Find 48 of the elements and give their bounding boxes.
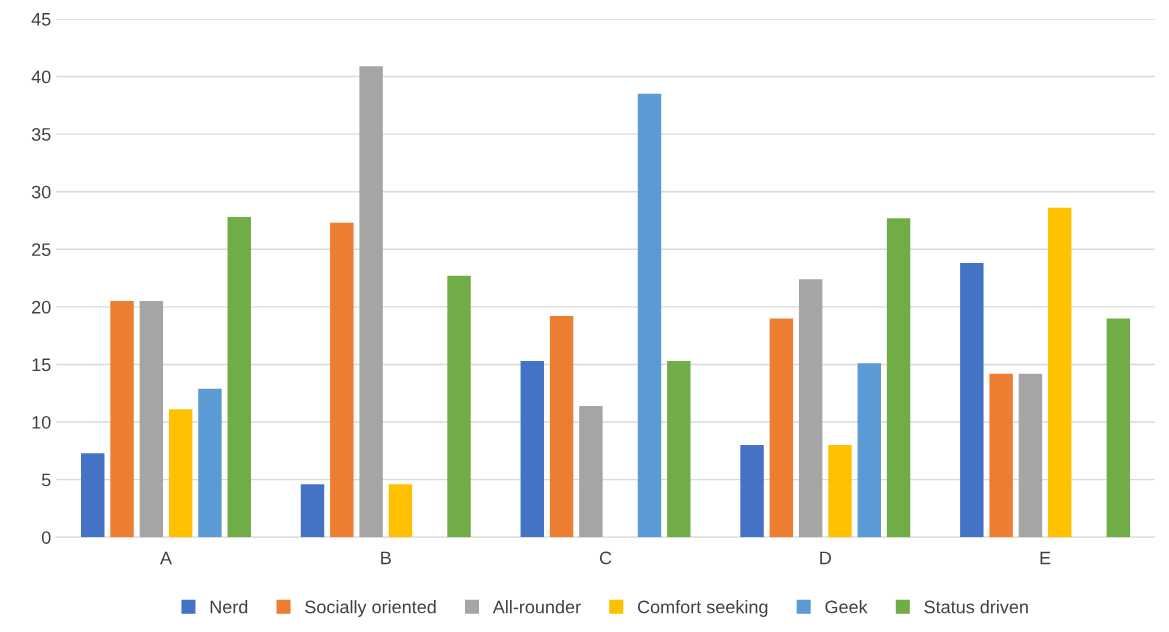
bar [1106,318,1131,538]
legend-label: Status driven [924,600,1028,614]
bar [798,279,823,538]
legend-label: Comfort seeking [637,600,768,617]
y-tick-label: 10 [32,415,51,429]
legend-label: Socially oriented [305,600,436,617]
bar [330,222,354,538]
y-tick-label: 25 [32,243,51,257]
x-tick-label: D [820,551,831,565]
bar [227,217,251,538]
bar [769,318,794,538]
y-tick-label: 45 [31,13,51,26]
bar [139,301,164,538]
bar [857,363,881,538]
bar [740,445,764,538]
bar [1018,373,1043,538]
legend-label: Geek [825,600,868,614]
bar [637,93,662,538]
bar [886,218,911,538]
legend-label: All-rounder [492,600,581,614]
x-tick-label: B [381,551,391,565]
x-tick-label: A [160,551,172,565]
bar [447,275,471,538]
bar [359,66,383,538]
bar [168,409,193,538]
y-tick-label: 35 [31,128,51,141]
bar [989,373,1013,538]
y-tick-label: 5 [41,473,51,487]
bar [110,301,134,538]
bar [549,316,574,538]
bar [828,445,852,538]
bar [300,484,325,538]
x-tick-label: E [1040,551,1051,565]
bar [579,405,603,538]
bar [388,484,413,538]
y-tick-label: 0 [41,531,51,544]
bar [198,388,222,538]
y-tick-label: 30 [31,185,51,199]
bar [960,263,984,538]
y-tick-label: 15 [32,358,51,372]
y-tick-label: 40 [31,70,51,84]
y-tick-label: 20 [32,300,51,314]
legend-label: Nerd [210,600,248,614]
bar [81,453,105,538]
bar [1048,207,1072,538]
bar [667,361,691,538]
x-tick-label: C [599,551,612,565]
bar [520,361,545,538]
